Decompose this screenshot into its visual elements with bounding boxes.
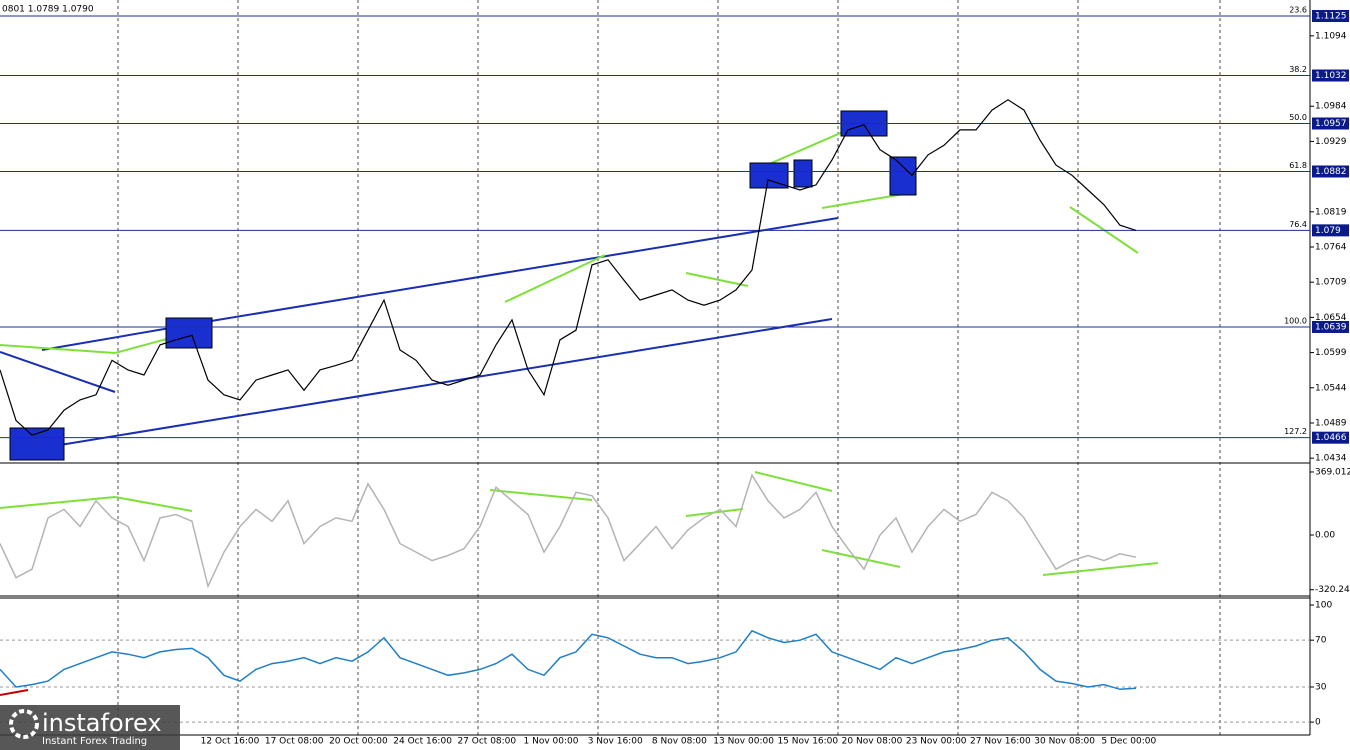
- series-line: [0, 99, 1137, 436]
- y-tick-label: 1.0819: [1315, 207, 1347, 217]
- y-tick-label: 369.0121: [1315, 467, 1350, 477]
- y-tick-label: 1.0599: [1315, 348, 1347, 358]
- x-tick-label: 20 Oct 00:00: [329, 737, 388, 747]
- y-tick-label: 1.0654: [1315, 313, 1347, 323]
- x-tick-label: 1 Nov 00:00: [524, 737, 579, 747]
- x-tick-label: 15 Nov 16:00: [777, 737, 838, 747]
- fib-price-box: [1312, 9, 1349, 22]
- y-tick-label: 100: [1315, 601, 1332, 611]
- fib-ratio: 38.2: [1289, 65, 1307, 74]
- fib-price-box: [1312, 117, 1349, 130]
- series-line: [0, 629, 1137, 691]
- fib-price-label: 1.0882: [1315, 167, 1347, 177]
- x-tick-label: 24 Oct 16:00: [393, 737, 452, 747]
- y-tick-label: 1.0984: [1315, 102, 1347, 112]
- y-tick-label: 0: [1315, 718, 1321, 728]
- fib-ratio: 127.2: [1284, 427, 1307, 436]
- fib-price-box: [1312, 320, 1349, 333]
- fib-price-label: 1.0639: [1315, 322, 1347, 332]
- y-tick-label: 1.1094: [1315, 31, 1347, 41]
- chart-header: 0801 1.0789 1.0790: [2, 5, 94, 15]
- x-tick-label: 27 Nov 16:00: [970, 737, 1031, 747]
- y-tick-label: 30: [1315, 682, 1327, 692]
- y-tick-label: 1.0489: [1315, 418, 1347, 428]
- x-tick-label: 17 Oct 08:00: [265, 737, 324, 747]
- fib-price-label: 1.1032: [1315, 71, 1347, 81]
- y-tick-label: 1.0709: [1315, 278, 1347, 288]
- fib-price-box: [1312, 69, 1349, 82]
- y-tick-label: 1.0929: [1315, 137, 1347, 147]
- x-tick-label: 23 Nov 00:00: [906, 737, 967, 747]
- y-tick-label: -320.2450: [1315, 585, 1350, 595]
- panel-frames: [0, 0, 1311, 736]
- fib-price-label: 1.0957: [1315, 119, 1347, 129]
- y-tick-label: 70: [1315, 636, 1327, 646]
- fib-price-box: [1312, 431, 1349, 444]
- fib-ratio: 76.4: [1289, 220, 1307, 229]
- x-tick-label: 12 Oct 16:00: [201, 737, 260, 747]
- logo: instaforex Instant Forex Trading: [0, 705, 180, 750]
- logo-name: instaforex: [42, 709, 162, 737]
- x-tick-label: 27 Oct 08:00: [457, 737, 516, 747]
- x-tick-label: 3 Nov 16:00: [588, 737, 643, 747]
- x-tick-label: 20 Nov 08:00: [842, 737, 903, 747]
- fib-price-label: 1.1125: [1315, 11, 1347, 21]
- x-tick-label: 8 Nov 08:00: [652, 737, 707, 747]
- fib-price-box: [1312, 224, 1349, 237]
- fib-ratio: 50.0: [1289, 113, 1307, 122]
- x-tick-label: 13 Nov 00:00: [713, 737, 774, 747]
- fib-ratio: 23.6: [1289, 5, 1307, 14]
- logo-tagline: Instant Forex Trading: [42, 736, 147, 747]
- series-line: [0, 473, 1137, 589]
- x-tick-label: 5 Dec 00:00: [1101, 737, 1156, 747]
- fib-price-label: 1.079: [1315, 226, 1341, 236]
- fib-price-label: 1.0466: [1315, 433, 1347, 443]
- y-tick-label: 1.0764: [1315, 242, 1347, 252]
- fib-price-box: [1312, 165, 1349, 178]
- fib-ratio: 100.0: [1284, 316, 1307, 325]
- y-tick-label: 1.0544: [1315, 383, 1347, 393]
- x-tick-label: 30 Nov 08:00: [1034, 737, 1095, 747]
- y-tick-label: 0.00: [1315, 531, 1335, 541]
- y-tick-label: 1.0434: [1315, 454, 1347, 464]
- fib-ratio: 61.8: [1289, 161, 1307, 170]
- grid-vertical: [117, 0, 1221, 735]
